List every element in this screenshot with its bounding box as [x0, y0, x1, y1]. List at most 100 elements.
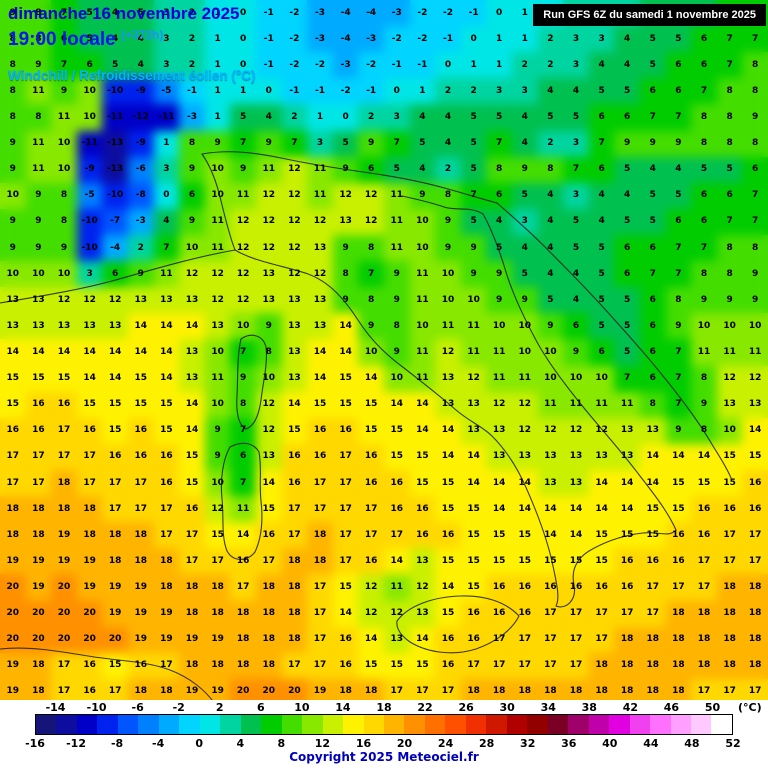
grid-value: 10	[595, 373, 608, 384]
scale-tick-label: -8	[110, 737, 124, 750]
grid-value: 17	[339, 529, 352, 540]
scale-tick-label: 36	[561, 737, 577, 750]
scale-color-cell	[56, 715, 77, 734]
grid-value: 8	[675, 294, 682, 305]
grid-value: 5	[470, 138, 477, 149]
grid-value: 8	[726, 268, 733, 279]
grid-value: 7	[726, 216, 733, 227]
grid-value: 8	[752, 242, 759, 253]
grid-value: 16	[595, 581, 608, 592]
scale-tick-label: 22	[417, 701, 433, 714]
grid-value: 9	[9, 164, 16, 175]
grid-value: 16	[723, 503, 736, 514]
scale-color-cell	[179, 715, 200, 734]
grid-value: 12	[364, 608, 378, 619]
grid-value: 12	[236, 294, 250, 305]
grid-value: 16	[364, 555, 378, 566]
grid-value: 17	[211, 555, 224, 566]
grid-value: 15	[364, 399, 378, 410]
grid-value: 9	[393, 346, 400, 357]
grid-value: 9	[35, 242, 42, 253]
scale-color-cell	[506, 715, 528, 734]
grid-value: 18	[32, 660, 45, 671]
grid-value: 12	[723, 373, 736, 384]
grid-value: 3	[572, 190, 580, 201]
grid-value: 15	[569, 555, 583, 566]
grid-value: 12	[313, 268, 327, 279]
scale-color-cell	[363, 715, 384, 734]
grid-value: 3	[598, 33, 605, 44]
grid-value: 14	[416, 425, 429, 436]
grid-value: 16	[492, 608, 506, 619]
grid-value: 1	[163, 138, 170, 149]
grid-value: 18	[83, 529, 96, 540]
grid-value: 9	[496, 268, 503, 279]
grid-value: 14	[390, 399, 404, 410]
grid-value: 4	[624, 59, 631, 70]
grid-value: 17	[646, 608, 660, 619]
grid-value: 13	[288, 373, 301, 384]
grid-value: 5	[700, 164, 708, 175]
grid-value: 9	[188, 216, 196, 227]
grid-value: 8	[700, 138, 708, 149]
grid-value: 12	[595, 425, 608, 436]
grid-value: 17	[748, 529, 762, 540]
grid-value: 7	[649, 111, 656, 122]
grid-value: 11	[416, 346, 429, 357]
grid-value: 10	[390, 373, 404, 384]
grid-value: 5	[624, 346, 631, 357]
grid-value: 15	[441, 608, 455, 619]
grid-value: 18	[185, 581, 199, 592]
grid-value: 10	[211, 399, 224, 410]
grid-value: 14	[313, 373, 327, 384]
grid-value: 7	[240, 346, 247, 357]
grid-value: 18	[646, 660, 660, 671]
grid-value: 14	[416, 634, 429, 645]
grid-value: 15	[390, 451, 404, 462]
value-grid: 9875453210-1-2-3-4-4-3-2-2-1011223445668…	[7, 8, 762, 697]
grid-value: 8	[547, 164, 554, 175]
scale-color-cell	[199, 715, 221, 734]
grid-value: 18	[57, 477, 71, 488]
scale-color-cell	[97, 715, 118, 734]
grid-value: 9	[9, 138, 16, 149]
grid-value: 7	[291, 138, 298, 149]
grid-value: 18	[620, 660, 634, 671]
grid-value: 8	[752, 138, 759, 149]
grid-value: 18	[723, 634, 736, 645]
grid-value: 19	[32, 581, 45, 592]
grid-value: 11	[697, 346, 711, 357]
grid-value: 10	[697, 320, 711, 331]
grid-value: 2	[368, 111, 375, 122]
grid-value: 5	[598, 242, 605, 253]
grid-value: 7	[649, 268, 656, 279]
grid-value: 14	[646, 451, 660, 462]
grid-value: 4	[419, 164, 426, 175]
grid-value: 5	[496, 111, 503, 122]
grid-value: 17	[134, 477, 148, 488]
grid-value: 17	[288, 529, 301, 540]
grid-value: -1	[442, 33, 453, 44]
grid-value: 16	[288, 451, 301, 462]
grid-value: -10	[81, 242, 98, 253]
grid-value: 18	[236, 660, 250, 671]
grid-value: 9	[214, 425, 221, 436]
grid-value: -11	[158, 111, 175, 122]
grid-value: 6	[598, 346, 605, 357]
grid-value: 13	[262, 451, 276, 462]
grid-value: 3	[521, 85, 528, 96]
grid-value: 2	[547, 59, 554, 70]
grid-value: 13	[569, 477, 583, 488]
grid-value: 8	[726, 111, 733, 122]
grid-value: 16	[620, 581, 634, 592]
grid-value: 11	[723, 346, 736, 357]
grid-value: 8	[444, 190, 452, 201]
grid-value: 13	[160, 294, 173, 305]
grid-value: 15	[723, 477, 736, 488]
grid-value: 18	[544, 686, 557, 697]
grid-value: 14	[134, 346, 148, 357]
grid-value: 15	[646, 503, 660, 514]
grid-value: 10	[83, 85, 96, 96]
grid-value: 17	[595, 608, 608, 619]
grid-value: 18	[595, 686, 608, 697]
